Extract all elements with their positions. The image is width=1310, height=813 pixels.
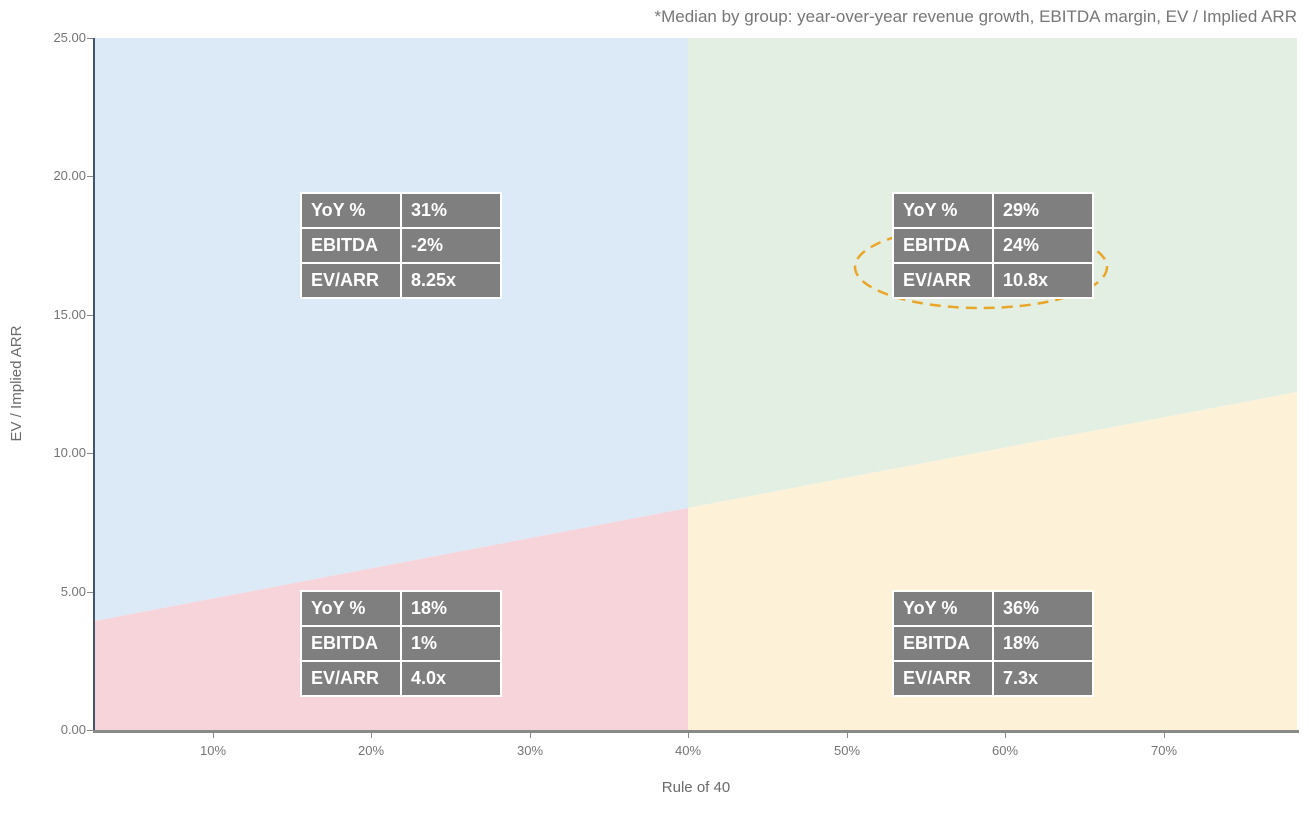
stat-value: 8.25x — [400, 262, 502, 299]
stat-label: YoY % — [892, 192, 994, 229]
x-tick-mark — [688, 733, 689, 738]
table-row: EV/ARR 8.25x — [300, 262, 502, 299]
plot-area — [95, 38, 1297, 730]
x-tick-mark — [530, 733, 531, 738]
y-tick-label: 0.00 — [60, 722, 86, 737]
x-tick-label: 10% — [199, 743, 227, 758]
x-tick-mark — [371, 733, 372, 738]
chart-title: *Median by group: year-over-year revenue… — [654, 7, 1297, 26]
x-tick-label: 40% — [674, 743, 702, 758]
quadrant-top-left-region — [95, 38, 688, 621]
table-row: EBITDA -2% — [300, 227, 502, 264]
table-row: YoY % 29% — [892, 192, 1094, 229]
x-tick-mark — [847, 733, 848, 738]
stat-value: 1% — [400, 625, 502, 662]
table-row: YoY % 18% — [300, 590, 502, 627]
stat-value: 31% — [400, 192, 502, 229]
x-axis-title: Rule of 40 — [661, 779, 731, 796]
x-tick-mark — [213, 733, 214, 738]
y-tick-label: 10.00 — [53, 445, 86, 460]
y-tick-mark — [87, 730, 93, 731]
stat-value: 18% — [992, 625, 1094, 662]
stat-label: YoY % — [892, 590, 994, 627]
stats-table-top-left: YoY % 31% EBITDA -2% EV/ARR 8.25x — [300, 192, 502, 299]
x-tick-label: 70% — [1150, 743, 1178, 758]
stat-value: 29% — [992, 192, 1094, 229]
y-tick-label: 5.00 — [60, 584, 86, 599]
y-tick-label: 20.00 — [53, 168, 86, 183]
y-tick-mark — [87, 592, 93, 593]
table-row: EBITDA 1% — [300, 625, 502, 662]
y-tick-mark — [87, 453, 93, 454]
y-tick-label: 15.00 — [53, 307, 86, 322]
x-axis-line — [93, 730, 1299, 733]
y-tick-label: 25.00 — [53, 30, 86, 45]
x-tick-mark — [1005, 733, 1006, 738]
stat-value: 18% — [400, 590, 502, 627]
stat-value: -2% — [400, 227, 502, 264]
y-tick-mark — [87, 315, 93, 316]
y-axis-line — [93, 38, 95, 733]
stat-label: EV/ARR — [892, 262, 994, 299]
stat-label: EBITDA — [300, 625, 402, 662]
table-row: EBITDA 18% — [892, 625, 1094, 662]
stat-label: EV/ARR — [300, 262, 402, 299]
table-row: EV/ARR 10.8x — [892, 262, 1094, 299]
x-tick-label: 60% — [991, 743, 1019, 758]
x-tick-mark — [1164, 733, 1165, 738]
stat-value: 24% — [992, 227, 1094, 264]
stat-label: EBITDA — [892, 625, 994, 662]
table-row: EV/ARR 4.0x — [300, 660, 502, 697]
stat-label: EBITDA — [892, 227, 994, 264]
stats-table-bottom-left: YoY % 18% EBITDA 1% EV/ARR 4.0x — [300, 590, 502, 697]
stat-value: 7.3x — [992, 660, 1094, 697]
stat-value: 36% — [992, 590, 1094, 627]
stat-value: 4.0x — [400, 660, 502, 697]
x-tick-label: 50% — [833, 743, 861, 758]
stat-label: YoY % — [300, 192, 402, 229]
y-tick-mark — [87, 176, 93, 177]
stat-label: YoY % — [300, 590, 402, 627]
table-row: YoY % 36% — [892, 590, 1094, 627]
y-axis-title: EV / Implied ARR — [8, 325, 25, 442]
x-tick-label: 30% — [516, 743, 544, 758]
stat-value: 10.8x — [992, 262, 1094, 299]
stats-table-top-right: YoY % 29% EBITDA 24% EV/ARR 10.8x — [892, 192, 1094, 299]
y-tick-mark — [87, 38, 93, 39]
stats-table-bottom-right: YoY % 36% EBITDA 18% EV/ARR 7.3x — [892, 590, 1094, 697]
stat-label: EV/ARR — [892, 660, 994, 697]
table-row: EBITDA 24% — [892, 227, 1094, 264]
quadrant-bottom-right-region — [688, 392, 1297, 730]
table-row: YoY % 31% — [300, 192, 502, 229]
x-tick-label: 20% — [357, 743, 385, 758]
stat-label: EBITDA — [300, 227, 402, 264]
stat-label: EV/ARR — [300, 660, 402, 697]
table-row: EV/ARR 7.3x — [892, 660, 1094, 697]
